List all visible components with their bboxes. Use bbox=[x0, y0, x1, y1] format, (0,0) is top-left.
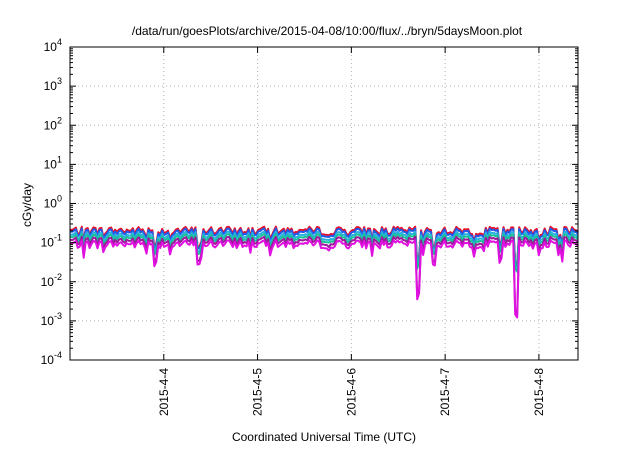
grid bbox=[70, 47, 578, 360]
y-tick-base: 10 bbox=[44, 40, 58, 54]
y-axis-label: cGy/day bbox=[20, 183, 34, 227]
y-tick-label: 103 bbox=[44, 76, 62, 93]
y-tick-base: 10 bbox=[44, 157, 58, 171]
y-tick-base: 10 bbox=[41, 275, 55, 289]
y-tick-exponent: 2 bbox=[57, 115, 62, 125]
series-group bbox=[69, 225, 579, 319]
y-tick-exponent: -4 bbox=[54, 350, 62, 360]
y-tick-base: 10 bbox=[44, 118, 58, 132]
y-tick-exponent: -1 bbox=[54, 233, 62, 243]
y-tick-base: 10 bbox=[44, 79, 58, 93]
x-tick-label: 2015-4-5 bbox=[251, 368, 265, 416]
y-tick-exponent: 0 bbox=[57, 194, 62, 204]
y-tick-base: 10 bbox=[44, 197, 58, 211]
y-tick-base: 10 bbox=[41, 236, 55, 250]
y-tick-exponent: 4 bbox=[57, 37, 62, 47]
y-tick-exponent: -3 bbox=[54, 311, 62, 321]
y-tick-exponent: 1 bbox=[57, 154, 62, 164]
series-line bbox=[69, 239, 579, 319]
y-tick-label: 10-2 bbox=[41, 272, 62, 289]
x-axis-label: Coordinated Universal Time (UTC) bbox=[232, 430, 416, 444]
x-tick-label: 2015-4-8 bbox=[532, 368, 546, 416]
y-tick-label: 102 bbox=[44, 115, 62, 132]
y-tick-exponent: 3 bbox=[57, 76, 62, 86]
x-axis: 2015-4-4 2015-4-5 2015-4-6 2015-4-7 2015-4-8 bbox=[157, 47, 546, 416]
series-line bbox=[69, 233, 579, 273]
x-tick-label: 2015-4-6 bbox=[344, 368, 358, 416]
y-tick-label: 10-4 bbox=[41, 350, 62, 367]
chart-title: /data/run/goesPlots/archive/2015-04-08/1… bbox=[132, 24, 523, 38]
y-tick-label: 10-1 bbox=[41, 233, 62, 250]
y-tick-exponent: -2 bbox=[54, 272, 62, 282]
y-tick-label: 100 bbox=[44, 194, 62, 211]
x-tick-label: 2015-4-7 bbox=[438, 368, 452, 416]
y-tick-label: 104 bbox=[44, 37, 62, 54]
y-tick-base: 10 bbox=[41, 314, 55, 328]
y-tick-label: 101 bbox=[44, 154, 62, 171]
y-tick-base: 10 bbox=[41, 353, 55, 367]
y-tick-label: 10-3 bbox=[41, 311, 62, 328]
x-tick-label: 2015-4-4 bbox=[157, 368, 171, 416]
